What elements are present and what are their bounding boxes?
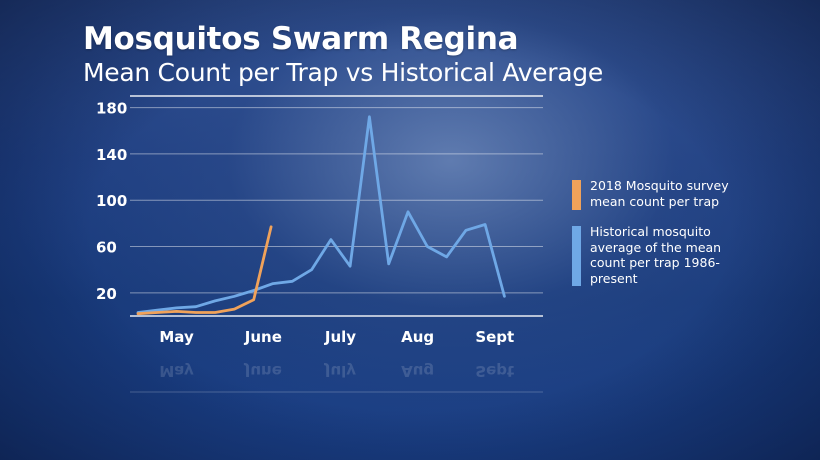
- y-axis: 20 60 100 140 180: [96, 100, 127, 303]
- series-line-historical: [136, 115, 506, 314]
- series-line-2018-survey: [136, 225, 273, 316]
- x-axis: May June July Aug Sept: [159, 328, 514, 346]
- y-tick-label: 100: [96, 192, 127, 210]
- legend-item-historical: Historical mosquito average of the mean …: [572, 224, 750, 286]
- y-tick-label: 140: [96, 146, 127, 164]
- x-tick-label-reflection: July: [324, 362, 356, 380]
- legend: 2018 Mosquito survey mean count per trap…: [572, 178, 750, 300]
- y-tick-label: 20: [96, 285, 117, 303]
- x-tick-label: Aug: [401, 328, 434, 346]
- legend-label-historical: Historical mosquito average of the mean …: [590, 224, 722, 286]
- chart-header: Mosquitos Swarm Regina Mean Count per Tr…: [83, 22, 603, 88]
- legend-label-2018-survey: 2018 Mosquito survey mean count per trap: [590, 178, 729, 209]
- x-tick-label-reflection: May: [159, 362, 194, 380]
- x-tick-label-reflection: Aug: [401, 362, 434, 380]
- chart-reflection: May June July Aug Sept: [130, 362, 543, 393]
- y-tick-label: 60: [96, 239, 117, 257]
- legend-swatch-2018-survey: [572, 180, 581, 210]
- x-tick-label: June: [244, 328, 282, 346]
- legend-swatch-historical: [572, 226, 581, 286]
- x-tick-label-reflection: Sept: [475, 362, 514, 380]
- x-tick-label-reflection: June: [244, 362, 282, 380]
- x-tick-label: May: [159, 328, 194, 346]
- legend-item-2018-survey: 2018 Mosquito survey mean count per trap: [572, 178, 750, 210]
- series-layer: [136, 115, 506, 316]
- y-tick-label: 180: [96, 100, 127, 118]
- chart-subtitle: Mean Count per Trap vs Historical Averag…: [83, 58, 603, 87]
- chart-title: Mosquitos Swarm Regina: [83, 21, 519, 57]
- gridlines: [130, 95, 543, 317]
- x-tick-label: Sept: [475, 328, 514, 346]
- x-tick-label: July: [324, 328, 356, 346]
